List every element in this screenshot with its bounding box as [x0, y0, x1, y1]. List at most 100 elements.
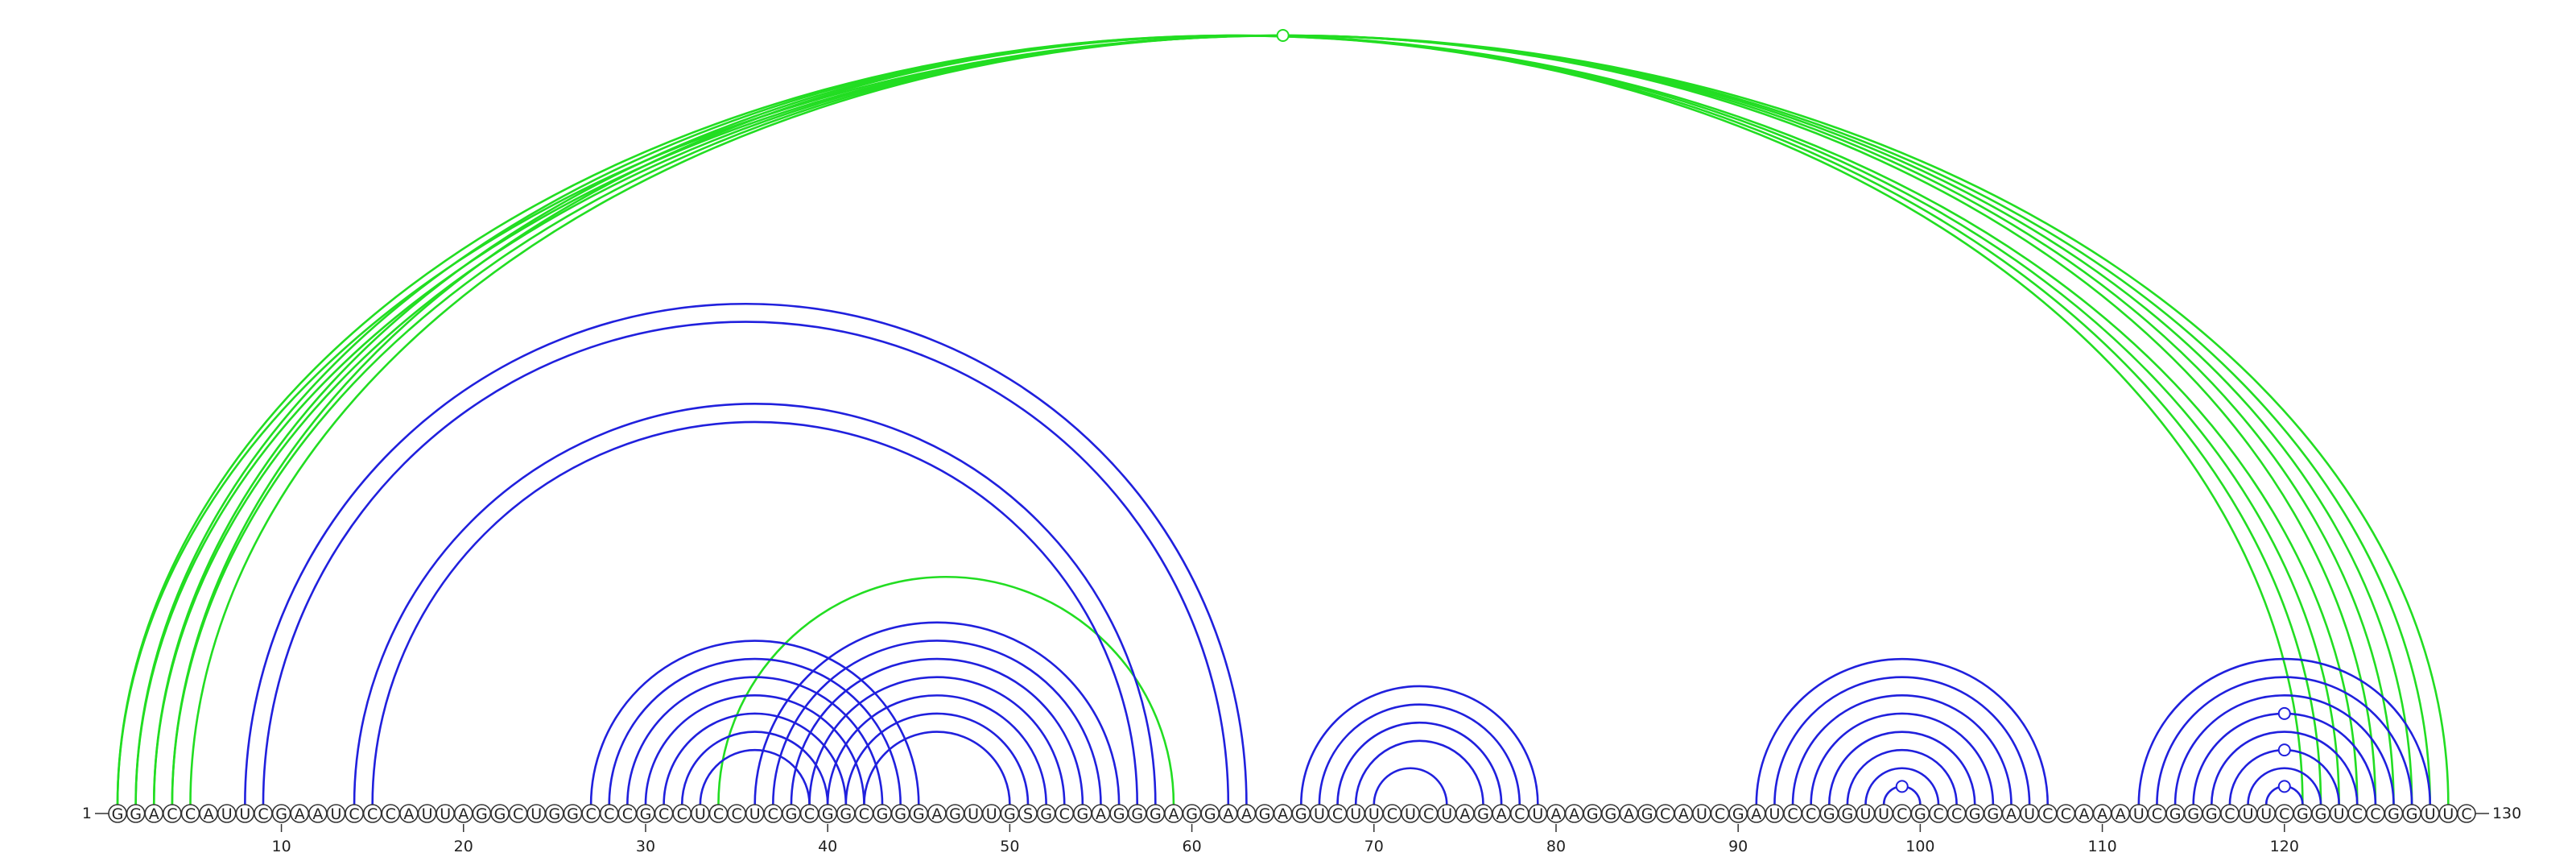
nucleotide-letter: A [1241, 805, 1252, 823]
nucleotide-letter: C [2352, 805, 2363, 823]
nucleotide-letter: C [367, 805, 378, 823]
nucleotide-letter: A [1624, 805, 1634, 823]
nucleotide-letter: C [1387, 805, 1397, 823]
nucleotide-letter: A [1278, 805, 1288, 823]
base-pair-arc [1755, 657, 2050, 805]
nucleotide-letter: G [1842, 805, 1854, 823]
nucleotide-letter: U [1368, 805, 1380, 823]
nucleotide-letter: A [1751, 805, 1761, 823]
nucleotide-letter: G [2315, 805, 2327, 823]
nucleotide-letter: U [2442, 805, 2454, 823]
tick-label: 80 [1546, 838, 1566, 855]
nucleotide-letter: A [1168, 805, 1179, 823]
nucleotide-letter: G [1477, 805, 1489, 823]
nucleotide-letter: A [2116, 805, 2126, 823]
nucleotide-letter: U [1769, 805, 1780, 823]
base-pair-arc [1810, 712, 1995, 805]
nucleotide-letter: C [804, 805, 815, 823]
nucleotide-letter: C [1933, 805, 1943, 823]
base-pair-arc [189, 34, 2377, 805]
nucleotide-letter: U [1405, 805, 1416, 823]
nucleotide-letter: U [2243, 805, 2254, 823]
nucleotide-letter: G [2206, 805, 2218, 823]
nucleotide-letter: C [2152, 805, 2162, 823]
nucleotide-letter: G [1040, 805, 1052, 823]
base-pair-arc [1336, 721, 1503, 805]
base-pair-arc [2174, 693, 2395, 805]
nucleotide-letter: U [239, 805, 250, 823]
base-pair-arc [2211, 731, 2359, 805]
nucleotide-letter: S [1023, 805, 1033, 823]
nucleotide-letter: G [913, 805, 925, 823]
nucleotide-letter: A [1678, 805, 1689, 823]
nucleotide-letter: A [1223, 805, 1233, 823]
sequence-end-label: 130 [2492, 805, 2521, 822]
nucleotide-letter: G [2187, 805, 2199, 823]
base-pair-arc [1791, 693, 2013, 805]
nucleotide-letter: G [640, 805, 652, 823]
nucleotide-letter: C [2061, 805, 2071, 823]
nucleotide-letter: G [877, 805, 889, 823]
base-pair-arc [1318, 703, 1521, 805]
nucleotide-letter: G [1113, 805, 1125, 823]
nucleotide-letter: A [1496, 805, 1507, 823]
base-pair-arc [152, 34, 2322, 805]
nucleotide-letter: U [986, 805, 997, 823]
nucleotide-letter: A [1459, 805, 1470, 823]
nucleotide-letter: G [1914, 805, 1926, 823]
base-pair-arc [699, 748, 811, 805]
nucleotide-letter: C [258, 805, 268, 823]
tick-label: 10 [271, 838, 291, 855]
nucleotide-letter: G [549, 805, 561, 823]
nucleotide-letter: U [1860, 805, 1872, 823]
nucleotide-letter: C [1806, 805, 1816, 823]
tick-label: 70 [1364, 838, 1384, 855]
nucleotide-letter: A [2006, 805, 2017, 823]
base-pair-arc [772, 640, 1102, 805]
nucleotide-letter: A [312, 805, 323, 823]
nucleotide-letter: G [2169, 805, 2182, 823]
nucleotide-letter: C [677, 805, 687, 823]
nucleotide-letter: C [731, 805, 741, 823]
base-pair-arc [808, 676, 1066, 805]
nucleotide-letter: G [1587, 805, 1599, 823]
nucleotide-letter: G [1186, 805, 1198, 823]
tick-label: 20 [454, 838, 473, 855]
nucleotide-letter: U [2133, 805, 2145, 823]
base-pair-arc [844, 712, 1030, 805]
base-pair-arc [753, 621, 1121, 805]
nucleotide-letter: G [1204, 805, 1216, 823]
nucleotide-letter: C [585, 805, 596, 823]
nucleotide-letter: C [2279, 805, 2289, 823]
base-pair-arc [1354, 739, 1484, 805]
nucleotide-letter: U [330, 805, 341, 823]
arc-apex-marker [2277, 706, 2291, 720]
arc-apex-marker [2277, 743, 2291, 757]
nucleotide-letter: U [221, 805, 233, 823]
nucleotide-letter: C [1660, 805, 1670, 823]
base-pair-arc [152, 34, 2413, 805]
nucleotide-letter: C [349, 805, 359, 823]
nucleotide-letter: G [2388, 805, 2400, 823]
nucleotide-letter: U [1696, 805, 1707, 823]
tick-label: 50 [1000, 838, 1019, 855]
base-pair-arc [1773, 676, 2031, 805]
nucleotide-letter: G [2297, 805, 2309, 823]
nucleotide-letter: A [1096, 805, 1106, 823]
base-pair-arc [863, 731, 1011, 805]
nucleotide-letter: G [1295, 805, 1307, 823]
tick-label: 110 [2087, 838, 2116, 855]
base-pair-arc [134, 34, 2340, 805]
base-pair-arc [1827, 731, 1976, 805]
tick-label: 30 [636, 838, 655, 855]
arc-apex-marker [1895, 780, 1909, 793]
nucleotide-letter: U [2260, 805, 2272, 823]
base-pair-arc [1373, 767, 1448, 805]
nucleotide-letter: C [604, 805, 614, 823]
nucleotide-letter: C [1423, 805, 1434, 823]
nucleotide-letter: G [494, 805, 506, 823]
nucleotide-letter: U [1350, 805, 1361, 823]
nucleotide-letter: C [622, 805, 633, 823]
nucleotide-letter: U [422, 805, 433, 823]
